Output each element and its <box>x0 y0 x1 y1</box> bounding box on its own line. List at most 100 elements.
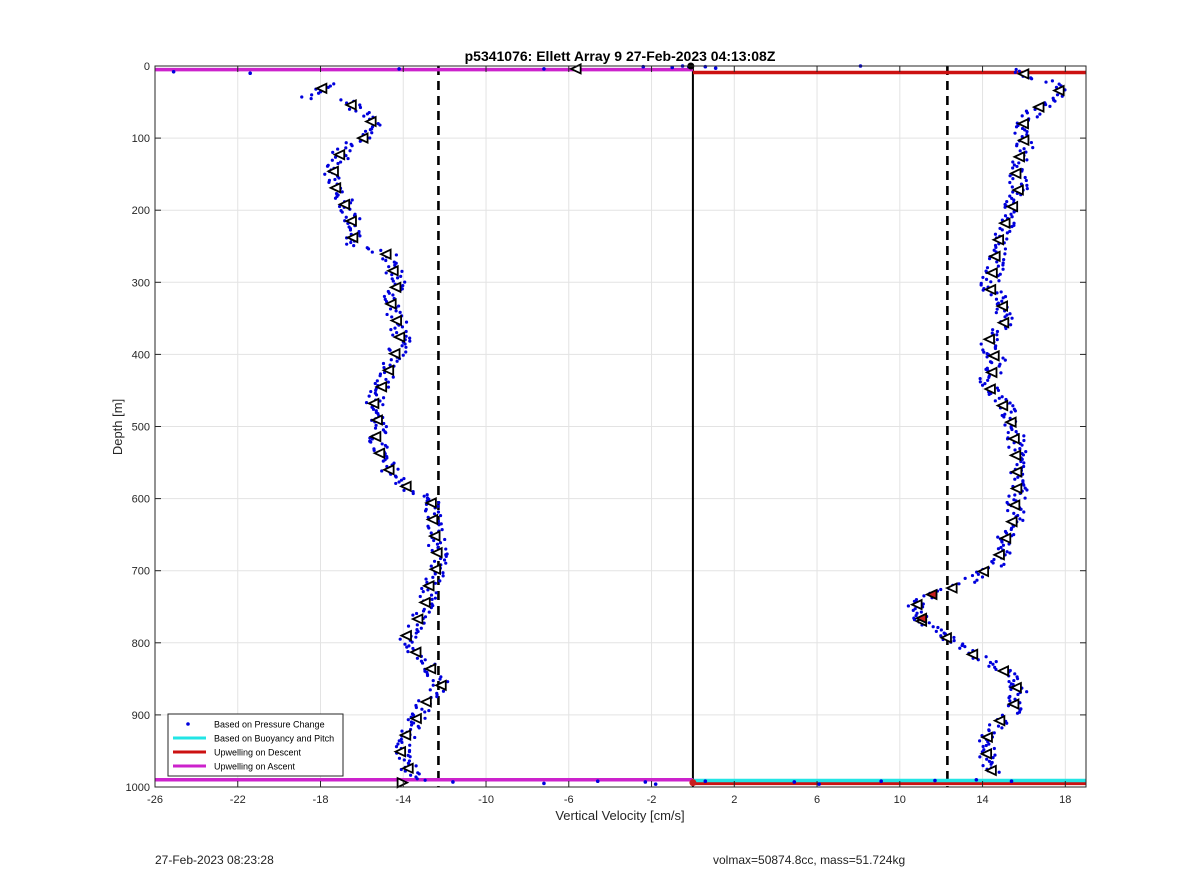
ascent-data-point <box>985 266 990 270</box>
ascent-data-point <box>992 731 996 735</box>
descent-data-point <box>373 426 378 430</box>
descent-marker <box>427 530 441 543</box>
descent-data-point <box>441 571 445 575</box>
ascent-data-point <box>987 257 992 261</box>
ascent-data-point <box>999 564 1003 568</box>
descent-marker <box>408 646 422 659</box>
descent-data-point <box>386 380 390 384</box>
descent-marker <box>399 629 412 642</box>
ascent-marker <box>1009 681 1022 694</box>
descent-data-point <box>425 493 429 497</box>
descent-data-point <box>382 294 387 299</box>
ascent-data-point <box>1005 200 1009 204</box>
descent-data-point <box>441 689 446 693</box>
ascent-data-point <box>1018 517 1022 521</box>
descent-data-point <box>340 210 344 214</box>
descent-data-point <box>340 190 344 194</box>
ascent-marker <box>939 631 952 644</box>
descent-marker <box>389 314 402 327</box>
descent-data-point <box>424 577 428 581</box>
ascent-data-point <box>1030 77 1034 81</box>
ascent-data-point <box>1021 518 1025 522</box>
x-axis-ticks: -26 -22 -18 -14 -10 -6 -2 2 6 10 14 18 <box>147 66 1071 806</box>
ascent-marker <box>996 316 1010 329</box>
footer-info: volmax=50874.8cc, mass=51.724kg <box>713 853 906 867</box>
ascent-marker <box>979 747 993 760</box>
descent-data-point <box>362 114 366 118</box>
ascent-data-point <box>1022 434 1026 438</box>
ascent-data-point <box>1001 296 1005 300</box>
ascent-data-point <box>1000 299 1004 303</box>
descent-data-point <box>325 164 330 168</box>
descent-data-point <box>438 677 442 681</box>
bottom-marker <box>396 776 410 789</box>
descent-data-point <box>414 764 418 768</box>
ascent-data-point <box>1044 102 1048 107</box>
descent-data-point <box>331 150 335 154</box>
outlier-data-point <box>643 780 648 784</box>
descent-data-point <box>396 742 400 746</box>
descent-data-point <box>436 546 440 550</box>
ascent-marker <box>1012 150 1025 163</box>
descent-marker <box>409 712 422 725</box>
descent-data-point <box>411 613 415 617</box>
x-tick-label: -18 <box>313 794 329 806</box>
descent-data-point <box>421 590 425 594</box>
descent-data-point <box>421 609 426 613</box>
descent-marker <box>434 679 447 692</box>
ascent-data-point <box>1014 67 1018 72</box>
descent-data-point <box>394 475 398 479</box>
descent-data-point <box>414 635 418 639</box>
reference-lines <box>437 66 949 787</box>
ascent-marker <box>1016 68 1030 80</box>
descent-data-point <box>438 541 443 545</box>
x-tick-label: -14 <box>395 794 411 806</box>
descent-data-point <box>384 258 388 263</box>
descent-data-point <box>385 312 389 317</box>
outlier-data-point <box>397 67 401 71</box>
ascent-data-point <box>995 329 1000 334</box>
ascent-marker <box>976 565 990 578</box>
ascent-marker <box>1004 515 1018 528</box>
descent-data-point <box>400 269 404 274</box>
descent-data-point <box>433 596 437 600</box>
ascent-data-point <box>995 338 999 342</box>
ascent-data-point <box>984 277 989 281</box>
ascent-marker <box>987 250 1001 263</box>
ascent-data-point <box>1015 164 1019 169</box>
descent-data-point <box>391 293 395 297</box>
descent-marker <box>372 447 386 460</box>
ascent-data-point <box>1011 177 1015 181</box>
ascent-data-point <box>1013 493 1017 497</box>
descent-data-point <box>374 423 378 427</box>
descent-data-point <box>408 755 412 759</box>
descent-data-point <box>429 564 433 568</box>
ascent-data-point <box>957 582 961 586</box>
descent-data-point <box>350 198 354 202</box>
descent-data-point <box>404 345 408 349</box>
legend-label: Based on Pressure Change <box>214 720 325 730</box>
descent-data-point <box>358 234 362 238</box>
ascent-data-point <box>1003 358 1007 362</box>
ascent-data-point <box>1018 446 1022 451</box>
descent-data-point <box>344 141 348 145</box>
descent-data-point <box>394 481 398 486</box>
ascent-marker <box>980 731 993 744</box>
ascent-data-point <box>996 264 1000 268</box>
ascent-data-point <box>978 755 982 759</box>
ascent-data-point <box>1025 488 1029 492</box>
descent-data-point <box>433 581 438 585</box>
descent-marker <box>344 99 357 111</box>
descent-data-point <box>370 131 374 135</box>
ascent-data-point <box>1018 149 1022 153</box>
descent-data-point <box>422 494 426 498</box>
ascent-data-point <box>1029 140 1034 145</box>
ascent-data-point <box>914 613 918 618</box>
ascent-data-point <box>981 764 985 768</box>
descent-data-point <box>384 377 388 382</box>
descent-data-point <box>415 656 420 660</box>
ascent-data-point <box>1021 453 1026 457</box>
ascent-data-point <box>992 746 996 751</box>
ascent-data-point <box>1007 679 1011 684</box>
descent-data-point <box>373 381 377 386</box>
